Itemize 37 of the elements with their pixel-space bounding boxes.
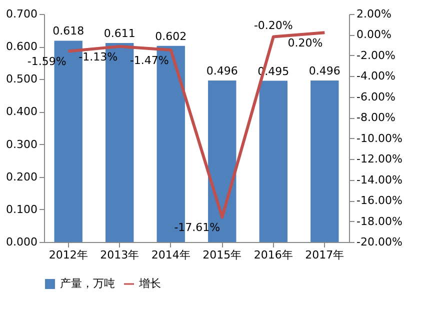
x-tick-label: 2016年 [254, 248, 293, 262]
y-tick-label: 0.700 [6, 8, 38, 20]
y2-tick-label: 0.00% [356, 28, 392, 42]
x-tick-label: 2015年 [202, 248, 242, 262]
x-tick-label: 2012年 [48, 248, 88, 262]
y-tick-label: 0.300 [6, 138, 38, 151]
data-label: 0.611 [104, 26, 136, 40]
y2-tick-label: -2.00% [356, 48, 396, 62]
y2-tick-label: -16.00% [356, 194, 402, 208]
data-label: 0.496 [308, 64, 340, 78]
y-tick-label: 0.200 [6, 170, 38, 184]
y2-tick-label: -10.00% [356, 132, 402, 145]
bar [310, 80, 339, 242]
y-tick-label: 0.400 [6, 105, 38, 118]
y2-tick-label: -20.00% [356, 236, 402, 248]
y-tick-label: 0.000 [6, 236, 38, 248]
bar [259, 80, 288, 242]
y2-tick-label: 2.00% [356, 8, 392, 20]
data-label: -0.20% [254, 18, 293, 32]
legend-label: 产量，万吨 [60, 277, 115, 290]
y2-tick-label: -6.00% [356, 90, 396, 104]
data-label: 0.618 [52, 24, 84, 38]
data-label: 0.496 [206, 64, 238, 78]
y2-tick-label: -4.00% [356, 70, 396, 83]
data-label: 0.20% [288, 36, 323, 50]
y2-tick-label: -14.00% [356, 173, 402, 186]
y2-tick-label: -18.00% [356, 214, 402, 228]
y2-tick-label: -12.00% [356, 152, 402, 166]
legend-label: 增长 [138, 277, 161, 290]
y-tick-label: 0.100 [6, 202, 38, 216]
x-tick-label: 2013年 [100, 248, 140, 262]
data-label: 0.602 [155, 30, 187, 43]
y2-tick-label: -8.00% [356, 111, 396, 124]
x-tick-label: 2014年 [151, 248, 190, 262]
y-tick-label: 0.500 [6, 72, 38, 86]
x-tick-label: 2017年 [305, 248, 344, 262]
y-tick-label: 0.600 [6, 40, 38, 54]
